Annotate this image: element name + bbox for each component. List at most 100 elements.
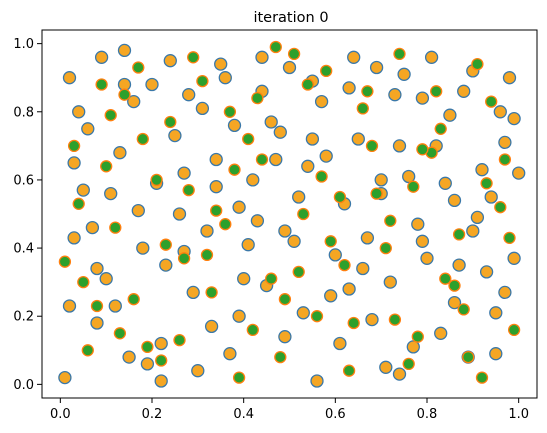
orange-point — [67, 231, 81, 245]
orange-point — [191, 364, 205, 378]
green-point — [448, 279, 461, 292]
x-tick-label: 0.0 — [50, 407, 71, 422]
orange-point — [305, 132, 320, 146]
orange-point — [512, 166, 526, 180]
green-point — [452, 228, 466, 241]
green-point — [475, 371, 489, 384]
orange-point — [328, 248, 342, 262]
orange-point — [392, 367, 407, 381]
orange-point — [356, 261, 370, 276]
orange-point — [163, 54, 177, 68]
green-point — [113, 327, 127, 340]
orange-point — [172, 207, 187, 221]
orange-point — [415, 91, 430, 105]
orange-point — [411, 217, 425, 231]
green-point — [109, 221, 122, 234]
green-point — [494, 201, 507, 214]
orange-point — [374, 173, 388, 187]
orange-point — [296, 306, 310, 320]
green-point — [173, 333, 186, 347]
orange-point — [214, 57, 228, 71]
green-point — [77, 275, 90, 289]
orange-point — [140, 357, 155, 371]
green-point — [100, 160, 113, 173]
orange-point — [227, 118, 242, 133]
orange-point — [402, 169, 416, 184]
orange-point — [195, 101, 210, 116]
green-point — [232, 371, 246, 384]
green-point — [384, 214, 397, 227]
orange-point — [154, 336, 168, 351]
orange-point — [310, 374, 324, 388]
green-point — [265, 272, 278, 285]
orange-point — [438, 176, 452, 190]
orange-point — [383, 275, 397, 289]
green-point — [246, 323, 259, 337]
green-point — [95, 78, 108, 91]
green-point — [402, 357, 415, 371]
green-point — [223, 105, 237, 118]
orange-point — [447, 193, 462, 208]
orange-point — [502, 71, 517, 85]
orange-point — [292, 190, 306, 204]
orange-point — [489, 347, 503, 361]
green-point — [411, 330, 424, 343]
orange-point — [62, 299, 77, 313]
green-point — [155, 354, 168, 367]
orange-point — [241, 238, 255, 252]
green-point — [90, 299, 104, 313]
green-point — [393, 47, 406, 61]
orange-point — [278, 330, 292, 344]
orange-point — [131, 203, 145, 218]
green-point — [292, 265, 305, 279]
green-point — [297, 207, 310, 221]
green-point — [67, 139, 81, 153]
orange-point — [388, 88, 402, 102]
orange-point — [443, 108, 457, 122]
green-point — [196, 74, 209, 88]
green-point — [287, 47, 301, 61]
orange-point — [333, 336, 347, 351]
orange-point — [484, 190, 498, 204]
orange-point — [287, 234, 301, 248]
orange-point — [493, 105, 507, 119]
orange-point — [498, 135, 512, 150]
orange-point — [424, 50, 439, 64]
orange-point — [324, 289, 338, 303]
green-point — [210, 204, 223, 217]
green-point — [338, 258, 351, 272]
orange-point — [457, 84, 471, 98]
y-tick-label: 0.6 — [13, 173, 34, 188]
y-tick-label: 0.0 — [13, 378, 34, 393]
green-point — [439, 272, 452, 285]
orange-point — [452, 258, 466, 272]
x-tick-label: 0.2 — [142, 407, 163, 422]
x-tick-label: 0.6 — [325, 407, 346, 422]
orange-point — [470, 210, 485, 225]
orange-point — [351, 132, 365, 146]
green-point — [379, 241, 392, 255]
x-tick-label: 1.0 — [508, 407, 529, 422]
green-point — [127, 293, 140, 306]
green-point — [356, 102, 369, 115]
orange-point — [392, 139, 407, 153]
orange-point — [72, 105, 86, 119]
orange-point — [117, 43, 132, 58]
green-point — [430, 85, 443, 98]
green-point — [485, 95, 498, 108]
green-point — [301, 78, 314, 91]
green-point — [141, 340, 154, 354]
orange-point — [62, 71, 77, 85]
orange-point — [232, 309, 246, 323]
green-point — [150, 173, 163, 187]
green-point — [347, 316, 360, 330]
green-point — [269, 40, 282, 54]
plot-frame — [41, 29, 538, 399]
orange-point — [136, 241, 150, 255]
orange-point — [90, 316, 104, 330]
x-tick-label: 0.4 — [233, 407, 254, 422]
orange-point — [507, 251, 521, 265]
green-point — [104, 109, 117, 122]
orange-point — [209, 152, 223, 167]
